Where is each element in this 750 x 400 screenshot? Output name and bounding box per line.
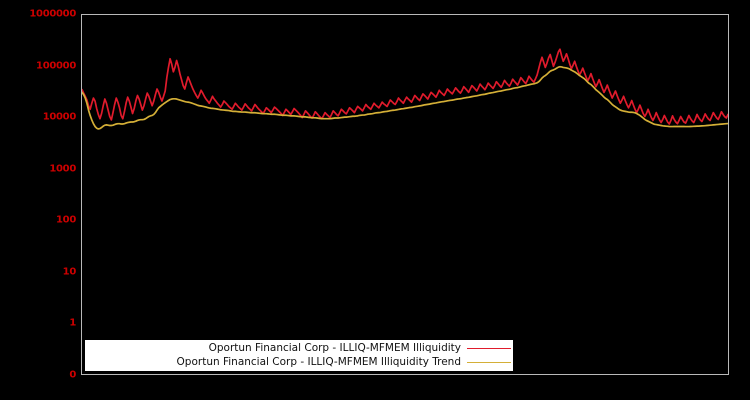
series-svg [82,15,728,374]
y-axis-tick-100000: 100000 [36,60,76,72]
chart-legend: Oportun Financial Corp - ILLIQ-MFMEM Ill… [85,340,513,371]
legend-swatch-illiquidity-trend [467,362,511,363]
y-axis-tick-1000: 1000 [49,163,76,175]
y-axis-tick-1: 1 [69,317,76,329]
y-axis-tick-1000000: 1000000 [29,8,76,20]
legend-item-illiquidity[interactable]: Oportun Financial Corp - ILLIQ-MFMEM Ill… [87,342,511,356]
y-axis: 1000000 100000 10000 1000 100 10 1 0 [0,0,76,400]
legend-label-illiquidity-trend: Oportun Financial Corp - ILLIQ-MFMEM Ill… [176,356,461,368]
series-line-illiquidity-trend [82,67,728,129]
plot-area [81,14,729,375]
y-axis-tick-10: 10 [62,266,77,278]
series-line-illiquidity [82,49,728,124]
legend-swatch-illiquidity [467,348,511,349]
y-axis-tick-100: 100 [56,214,76,226]
legend-item-illiquidity-trend[interactable]: Oportun Financial Corp - ILLIQ-MFMEM Ill… [87,356,511,370]
y-axis-tick-0: 0 [69,369,76,381]
legend-label-illiquidity: Oportun Financial Corp - ILLIQ-MFMEM Ill… [208,342,461,354]
y-axis-tick-10000: 10000 [42,111,77,123]
